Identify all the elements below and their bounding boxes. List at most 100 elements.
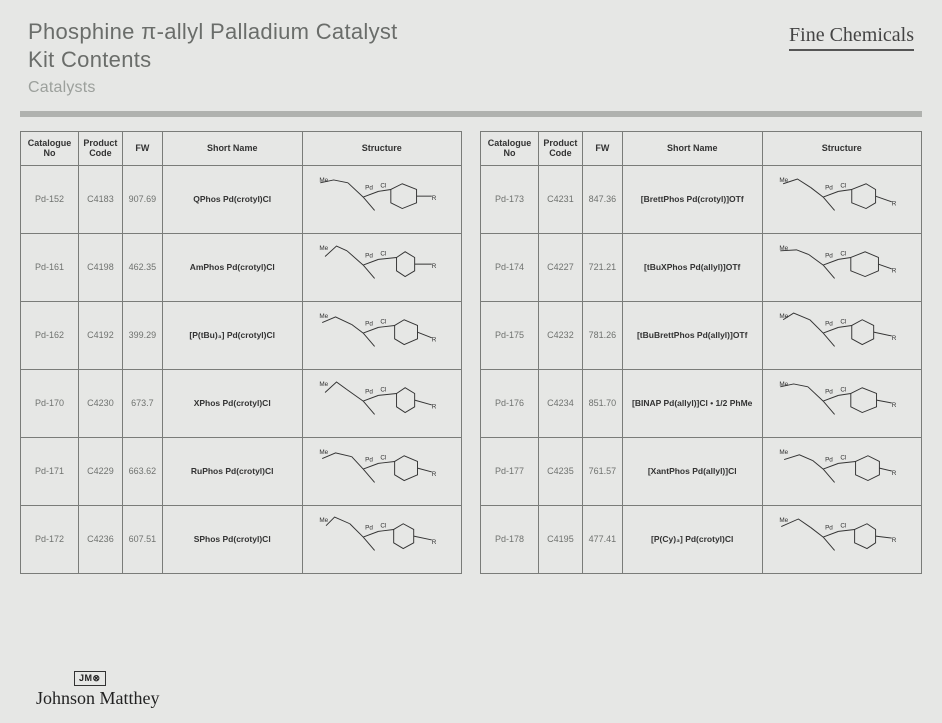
table-header-row: Catalogue No Product Code FW Short Name … <box>21 132 462 166</box>
svg-text:Cl: Cl <box>840 183 846 190</box>
svg-text:Me: Me <box>319 177 328 184</box>
structure-icon: Me Pd Cl R <box>306 169 459 229</box>
cell-structure: Me Pd Cl R <box>302 233 462 301</box>
table-row: Pd-178 C4195 477.41 [P(Cy)₃] Pd(crotyl)C… <box>481 505 922 573</box>
svg-text:R: R <box>891 268 896 275</box>
structure-icon: Me Pd Cl R <box>306 441 459 501</box>
svg-text:Me: Me <box>319 313 328 320</box>
title-block: Phosphine π-allyl Palladium Catalyst Kit… <box>28 18 398 97</box>
cell-code: C4232 <box>538 301 582 369</box>
cell-fw: 607.51 <box>122 505 162 573</box>
cell-fw: 847.36 <box>582 165 622 233</box>
svg-text:Cl: Cl <box>840 319 846 326</box>
cell-structure: Me Pd Cl R <box>762 505 921 573</box>
col-header-name: Short Name <box>162 132 302 166</box>
cell-short-name: RuPhos Pd(crotyl)Cl <box>162 437 302 505</box>
cell-structure: Me Pd Cl R <box>762 301 921 369</box>
col-header-catalogue: Catalogue No <box>21 132 79 166</box>
page-footer: JM⊗ Johnson Matthey <box>36 668 160 709</box>
cell-short-name: [XantPhos Pd(allyl)]Cl <box>622 437 762 505</box>
col-header-structure: Structure <box>762 132 921 166</box>
svg-text:Pd: Pd <box>825 525 833 532</box>
cell-code: C4192 <box>78 301 122 369</box>
svg-text:Me: Me <box>779 517 788 524</box>
cell-code: C4235 <box>538 437 582 505</box>
svg-text:Me: Me <box>319 449 328 456</box>
table-row: Pd-175 C4232 781.26 [tBuBrettPhos Pd(all… <box>481 301 922 369</box>
svg-text:Pd: Pd <box>825 321 833 328</box>
cell-structure: Me Pd Cl R <box>302 301 462 369</box>
cell-structure: Me Pd Cl R <box>762 165 921 233</box>
header-divider <box>20 111 922 117</box>
company-name: Johnson Matthey <box>36 688 160 709</box>
cell-short-name: [BrettPhos Pd(crotyl)]OTf <box>622 165 762 233</box>
cell-catalogue: Pd-152 <box>21 165 79 233</box>
cell-structure: Me Pd Cl R <box>302 369 462 437</box>
cell-fw: 673.7 <box>122 369 162 437</box>
cell-code: C4236 <box>78 505 122 573</box>
cell-code: C4229 <box>78 437 122 505</box>
title-line-2: Kit Contents <box>28 47 151 72</box>
svg-text:Me: Me <box>779 381 788 388</box>
page-title: Phosphine π-allyl Palladium Catalyst Kit… <box>28 18 398 73</box>
svg-text:Pd: Pd <box>825 389 833 396</box>
cell-structure: Me Pd Cl R <box>762 437 921 505</box>
cell-fw: 781.26 <box>582 301 622 369</box>
svg-text:Cl: Cl <box>840 251 846 258</box>
table-header-row: Catalogue No Product Code FW Short Name … <box>481 132 922 166</box>
cell-code: C4234 <box>538 369 582 437</box>
svg-text:R: R <box>891 537 896 544</box>
cell-catalogue: Pd-177 <box>481 437 539 505</box>
cell-short-name: [tBuXPhos Pd(allyl)]OTf <box>622 233 762 301</box>
table-row: Pd-171 C4229 663.62 RuPhos Pd(crotyl)Cl … <box>21 437 462 505</box>
cell-catalogue: Pd-173 <box>481 165 539 233</box>
cell-catalogue: Pd-172 <box>21 505 79 573</box>
tables-container: Catalogue No Product Code FW Short Name … <box>0 131 942 574</box>
cell-short-name: XPhos Pd(crotyl)Cl <box>162 369 302 437</box>
col-header-code: Product Code <box>538 132 582 166</box>
col-header-structure: Structure <box>302 132 462 166</box>
cell-catalogue: Pd-176 <box>481 369 539 437</box>
svg-text:Me: Me <box>319 245 328 252</box>
cell-catalogue: Pd-171 <box>21 437 79 505</box>
jm-logo-icon: JM⊗ <box>74 671 106 686</box>
table-row: Pd-162 C4192 399.29 [P(tBu)₃] Pd(crotyl)… <box>21 301 462 369</box>
svg-text:Cl: Cl <box>380 251 386 258</box>
page-header: Phosphine π-allyl Palladium Catalyst Kit… <box>0 0 942 105</box>
cell-catalogue: Pd-161 <box>21 233 79 301</box>
col-header-catalogue: Catalogue No <box>481 132 539 166</box>
col-header-code: Product Code <box>78 132 122 166</box>
cell-catalogue: Pd-178 <box>481 505 539 573</box>
svg-text:Pd: Pd <box>365 457 373 464</box>
svg-text:Me: Me <box>319 381 328 388</box>
svg-text:Cl: Cl <box>840 523 846 530</box>
structure-icon: Me Pd Cl R <box>306 237 459 297</box>
structure-icon: Me Pd Cl R <box>766 169 918 229</box>
structure-icon: Me Pd Cl R <box>766 509 918 569</box>
cell-catalogue: Pd-162 <box>21 301 79 369</box>
cell-code: C4231 <box>538 165 582 233</box>
structure-icon: Me Pd Cl R <box>766 237 918 297</box>
svg-text:R: R <box>431 539 436 546</box>
svg-text:Cl: Cl <box>380 183 386 190</box>
cell-fw: 399.29 <box>122 301 162 369</box>
structure-icon: Me Pd Cl R <box>306 509 459 569</box>
cell-fw: 907.69 <box>122 165 162 233</box>
structure-icon: Me Pd Cl R <box>766 373 918 433</box>
brand-label: Fine Chemicals <box>789 18 914 51</box>
svg-text:R: R <box>431 471 436 478</box>
svg-text:Pd: Pd <box>365 321 373 328</box>
svg-text:R: R <box>431 263 436 270</box>
table-row: Pd-177 C4235 761.57 [XantPhos Pd(allyl)]… <box>481 437 922 505</box>
svg-text:Cl: Cl <box>380 455 386 462</box>
table-row: Pd-152 C4183 907.69 QPhos Pd(crotyl)Cl M… <box>21 165 462 233</box>
cell-structure: Me Pd Cl R <box>302 165 462 233</box>
cell-short-name: SPhos Pd(crotyl)Cl <box>162 505 302 573</box>
cell-code: C4195 <box>538 505 582 573</box>
title-line-1: Phosphine π-allyl Palladium Catalyst <box>28 19 398 44</box>
cell-short-name: [BINAP Pd(allyl)]Cl • 1/2 PhMe <box>622 369 762 437</box>
table-row: Pd-161 C4198 462.35 AmPhos Pd(crotyl)Cl … <box>21 233 462 301</box>
cell-short-name: [P(tBu)₃] Pd(crotyl)Cl <box>162 301 302 369</box>
col-header-fw: FW <box>582 132 622 166</box>
svg-text:Pd: Pd <box>825 457 833 464</box>
